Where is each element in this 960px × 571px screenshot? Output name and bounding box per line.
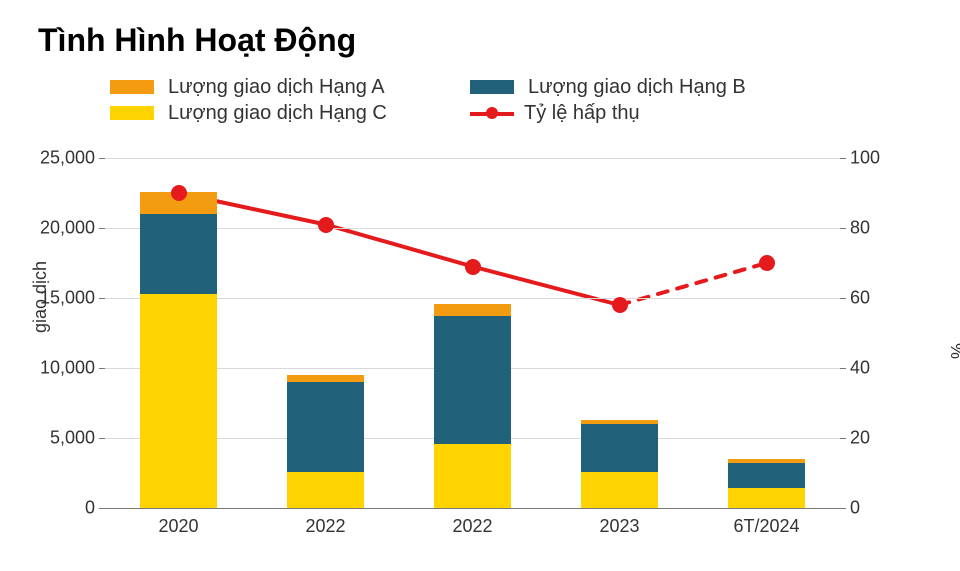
x-tick-label: 2022 <box>305 516 345 537</box>
x-tick-label: 2022 <box>452 516 492 537</box>
y-left-tick-label: 0 <box>25 498 95 519</box>
legend: Lượng giao dịch Hạng A Lượng giao dịch H… <box>110 74 830 126</box>
y-left-tick <box>99 228 105 229</box>
bar-segment-hang-a <box>287 375 363 382</box>
bar-segment-hang-b <box>287 382 363 472</box>
bar-segment-hang-b <box>581 424 657 472</box>
line-marker <box>171 185 187 201</box>
y-left-tick <box>99 298 105 299</box>
legend-label-line: Tỷ lệ hấp thụ <box>524 102 640 125</box>
y-left-tick-label: 15,000 <box>25 288 95 309</box>
y-left-tick <box>99 158 105 159</box>
bar-segment-hang-a <box>728 459 804 463</box>
chart-title: Tình Hình Hoạt Động <box>38 22 356 59</box>
y-left-tick-label: 10,000 <box>25 358 95 379</box>
bar-segment-hang-b <box>728 463 804 488</box>
y-right-tick-label: 0 <box>850 498 890 519</box>
legend-swatch-hang-a <box>110 80 154 94</box>
y-left-tick-label: 25,000 <box>25 148 95 169</box>
legend-label-hang-b: Lượng giao dịch Hạng B <box>528 76 746 99</box>
line-segment <box>473 267 620 306</box>
y-right-tick-label: 40 <box>850 358 890 379</box>
y-left-tick-label: 5,000 <box>25 428 95 449</box>
y-left-tick <box>99 438 105 439</box>
x-tick-label: 2020 <box>158 516 198 537</box>
bar-segment-hang-c <box>287 472 363 508</box>
bar-segment-hang-a <box>434 304 510 317</box>
y-right-tick-label: 60 <box>850 288 890 309</box>
line-marker <box>612 297 628 313</box>
bar-segment-hang-b <box>140 214 216 294</box>
line-marker <box>759 255 775 271</box>
y-right-tick <box>840 438 846 439</box>
bar-segment-hang-b <box>434 316 510 443</box>
legend-swatch-hang-b <box>470 80 514 94</box>
grid-line <box>105 158 840 159</box>
bar-segment-hang-a <box>581 420 657 424</box>
legend-swatch-line <box>470 106 514 120</box>
y-right-tick <box>840 368 846 369</box>
bar-segment-hang-c <box>581 472 657 508</box>
bar-segment-hang-c <box>434 444 510 508</box>
plot-area: 05,00010,00015,00020,00025,0000204060801… <box>105 158 840 509</box>
line-marker <box>465 259 481 275</box>
line-segment <box>326 225 473 267</box>
y-right-tick-label: 80 <box>850 218 890 239</box>
line-marker <box>318 217 334 233</box>
y-right-tick <box>840 158 846 159</box>
legend-label-hang-c: Lượng giao dịch Hạng C <box>168 102 387 125</box>
y-right-tick <box>840 228 846 229</box>
x-tick-label: 6T/2024 <box>733 516 799 537</box>
y-right-axis-title: % <box>948 343 960 359</box>
legend-label-hang-a: Lượng giao dịch Hạng A <box>168 76 385 99</box>
y-left-tick <box>99 368 105 369</box>
legend-swatch-hang-c <box>110 106 154 120</box>
y-right-tick-label: 100 <box>850 148 890 169</box>
legend-item-hang-c: Lượng giao dịch Hạng C <box>110 100 470 126</box>
bar-segment-hang-c <box>140 294 216 508</box>
y-left-tick-label: 20,000 <box>25 218 95 239</box>
bar-segment-hang-c <box>728 488 804 508</box>
y-right-tick <box>840 508 846 509</box>
y-right-tick-label: 20 <box>850 428 890 449</box>
y-right-tick <box>840 298 846 299</box>
legend-item-line: Tỷ lệ hấp thụ <box>470 100 830 126</box>
legend-item-hang-b: Lượng giao dịch Hạng B <box>470 74 830 100</box>
x-tick-label: 2023 <box>599 516 639 537</box>
legend-item-hang-a: Lượng giao dịch Hạng A <box>110 74 470 100</box>
y-left-tick <box>99 508 105 509</box>
